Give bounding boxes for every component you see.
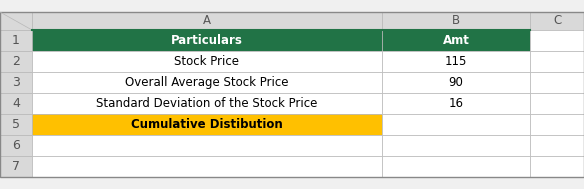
Bar	[530, 51, 584, 72]
Text: 115: 115	[445, 55, 467, 68]
Bar	[0, 12, 584, 177]
Bar	[0, 114, 32, 135]
Text: 1: 1	[12, 34, 20, 47]
Bar	[530, 135, 584, 156]
Text: Standard Deviation of the Stock Price: Standard Deviation of the Stock Price	[96, 97, 318, 110]
Bar	[382, 135, 530, 156]
Bar	[530, 30, 584, 51]
Bar	[32, 51, 382, 72]
Text: C: C	[553, 15, 561, 28]
Bar	[530, 72, 584, 93]
Text: 7: 7	[12, 160, 20, 173]
Bar	[0, 93, 32, 114]
Text: 16: 16	[449, 97, 464, 110]
Bar	[0, 12, 32, 30]
Text: 6: 6	[12, 139, 20, 152]
Bar	[382, 72, 530, 93]
Bar	[530, 12, 584, 30]
Text: Overall Average Stock Price: Overall Average Stock Price	[125, 76, 288, 89]
Bar	[32, 72, 382, 93]
Bar	[0, 156, 32, 177]
Bar	[382, 156, 530, 177]
Bar	[530, 93, 584, 114]
Bar	[32, 156, 382, 177]
Bar	[32, 93, 382, 114]
Text: Amt: Amt	[443, 34, 470, 47]
Bar	[32, 135, 382, 156]
Bar	[382, 114, 530, 135]
Bar	[0, 135, 32, 156]
Bar	[382, 93, 530, 114]
Bar	[530, 114, 584, 135]
Bar	[32, 114, 382, 135]
Text: 90: 90	[449, 76, 464, 89]
Text: A: A	[203, 15, 211, 28]
Bar	[382, 30, 530, 51]
Text: B: B	[452, 15, 460, 28]
Text: 5: 5	[12, 118, 20, 131]
Text: 2: 2	[12, 55, 20, 68]
Text: 3: 3	[12, 76, 20, 89]
Bar	[32, 12, 382, 30]
Text: Cumulative Distibution: Cumulative Distibution	[131, 118, 283, 131]
Bar	[0, 30, 32, 51]
Bar	[382, 12, 530, 30]
Text: Particulars: Particulars	[171, 34, 243, 47]
Text: 4: 4	[12, 97, 20, 110]
Text: Stock Price: Stock Price	[175, 55, 239, 68]
Bar	[530, 156, 584, 177]
Bar	[0, 72, 32, 93]
Bar	[0, 51, 32, 72]
Bar	[32, 30, 382, 51]
Bar	[382, 51, 530, 72]
